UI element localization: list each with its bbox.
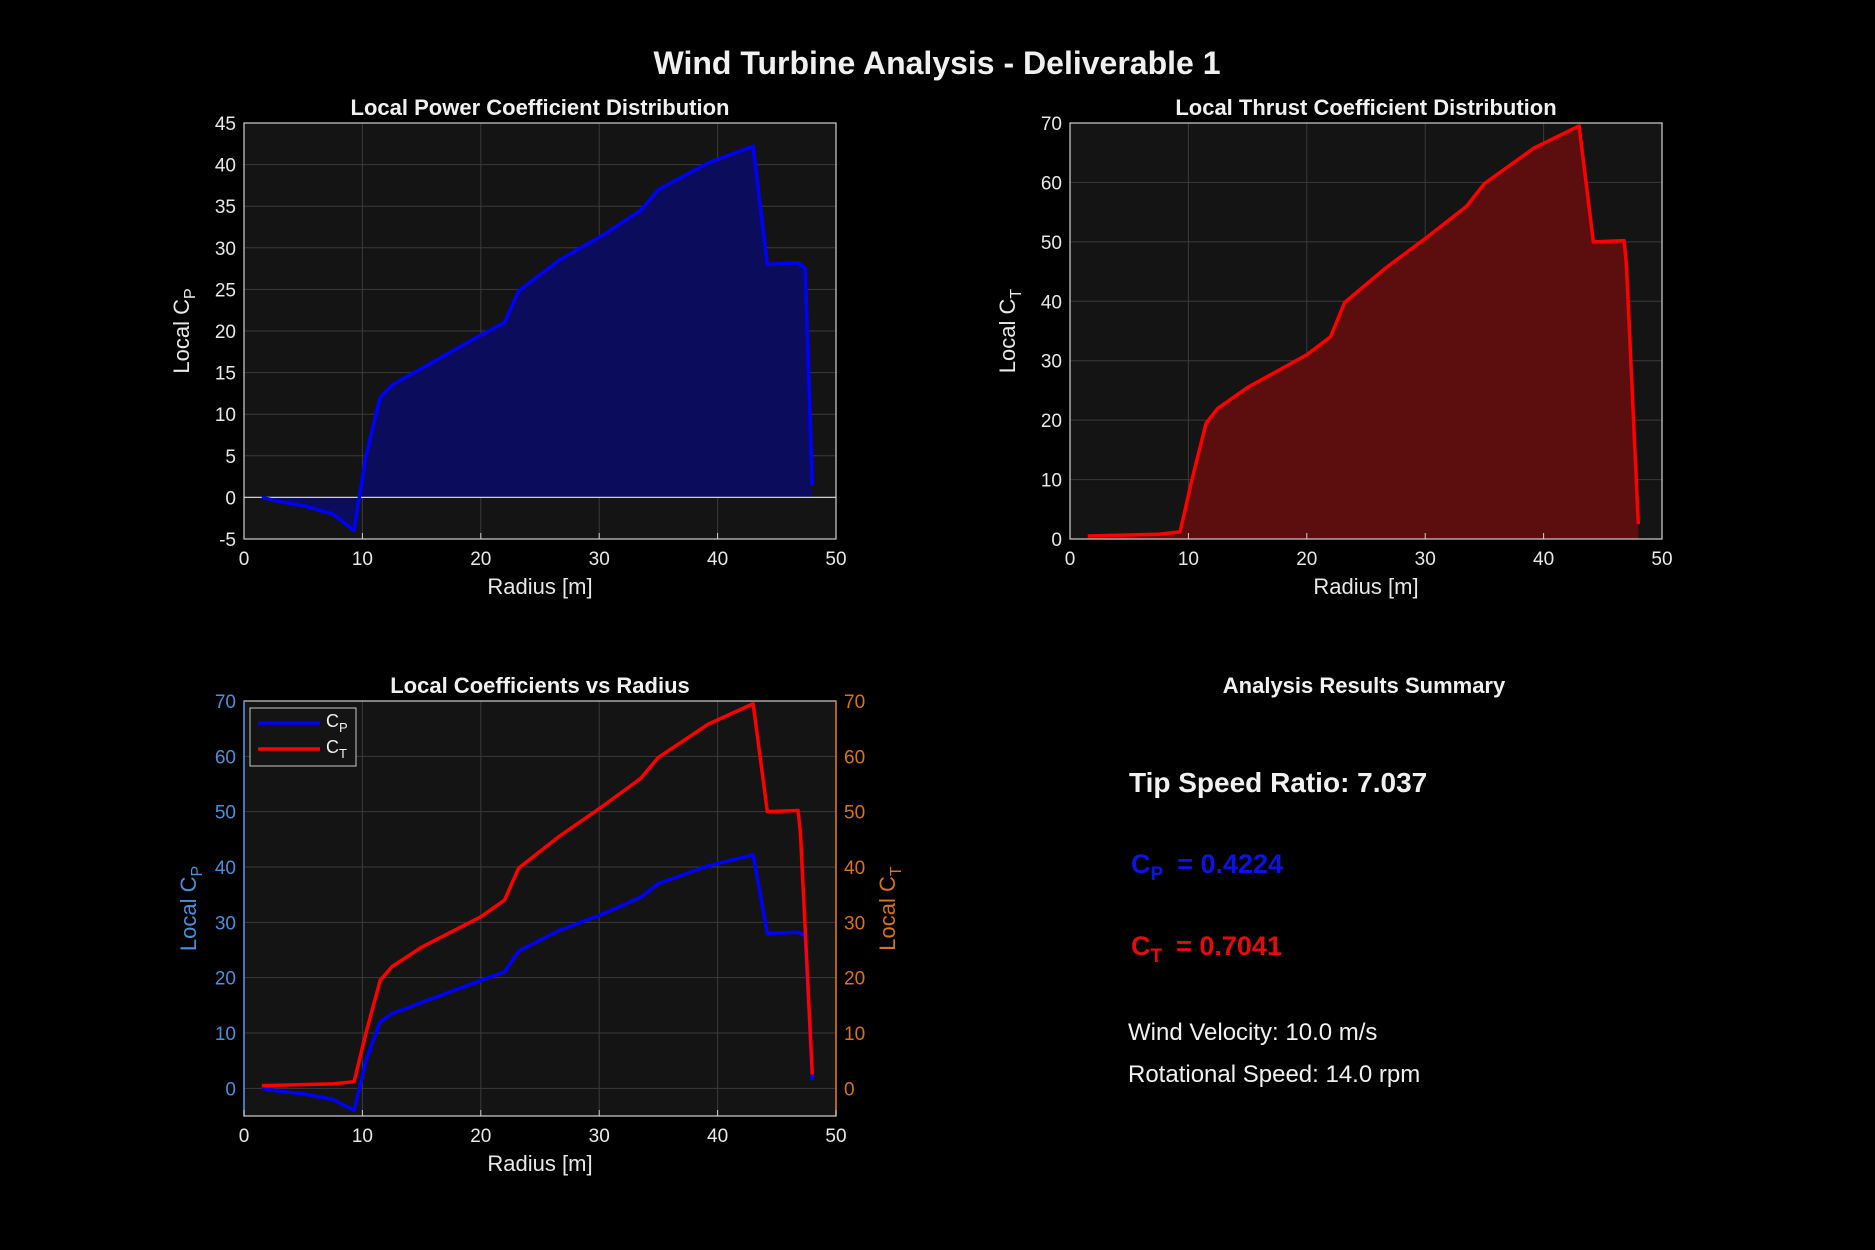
summary-title: Analysis Results Summary bbox=[1223, 673, 1506, 698]
cp-xtick-label: 50 bbox=[825, 549, 846, 570]
results-summary: Analysis Results Summary Tip Speed Ratio… bbox=[1128, 673, 1506, 1088]
ct-chart-title: Local Thrust Coefficient Distribution bbox=[1175, 95, 1556, 120]
cp-xtick-label: 30 bbox=[589, 549, 610, 570]
tip-speed-ratio: Tip Speed Ratio: 7.037 bbox=[1129, 767, 1427, 798]
cp-xtick-label: 10 bbox=[352, 549, 373, 570]
ct-y-axis-label: Local CT bbox=[995, 289, 1025, 374]
legend-entry-t: CT bbox=[326, 737, 347, 761]
dual-right-axis-label: Local CT bbox=[875, 866, 905, 951]
cp-ytick-label: 0 bbox=[225, 488, 236, 509]
dual-xtick-label: 50 bbox=[825, 1126, 846, 1147]
dual-xtick-label: 0 bbox=[239, 1126, 250, 1147]
dual-ytick-label: 70 bbox=[215, 692, 236, 713]
dual-ytick-label: 60 bbox=[215, 747, 236, 768]
dual-ytick-right-label: 40 bbox=[844, 858, 865, 879]
ct-area-fill bbox=[1087, 125, 1639, 539]
cp-xtick-label: 20 bbox=[470, 549, 491, 570]
dual-xtick-label: 30 bbox=[589, 1126, 610, 1147]
ct-ytick-label: 0 bbox=[1051, 530, 1062, 551]
cp-xtick-label: 0 bbox=[239, 549, 250, 570]
ct-result: CT = 0.7041 bbox=[1131, 931, 1282, 967]
cp-x-axis-label: Radius [m] bbox=[487, 574, 592, 599]
ct-ytick-label: 20 bbox=[1041, 411, 1062, 432]
dual-ytick-label: 10 bbox=[215, 1024, 236, 1045]
ct-xtick-label: 40 bbox=[1533, 549, 1554, 570]
dual-xtick-label: 40 bbox=[707, 1126, 728, 1147]
ct-axes-frame bbox=[1069, 122, 1663, 540]
legend-box bbox=[249, 707, 357, 767]
dual-ytick-right-label: 70 bbox=[844, 692, 865, 713]
dual-ytick-label: 20 bbox=[215, 969, 236, 990]
rotational-speed: Rotational Speed: 14.0 rpm bbox=[1128, 1061, 1420, 1088]
ct-ytick-label: 50 bbox=[1041, 233, 1062, 254]
cp-ytick-label: 5 bbox=[225, 447, 236, 468]
dual-ytick-label: 40 bbox=[215, 858, 236, 879]
coefficients-vs-radius-chart: 0 10 20 30 40 50 0 0 10 10 20 20 30 30 40 40 50 50 60 60 70 7… bbox=[176, 673, 905, 1176]
cp-ytick-label: 35 bbox=[215, 197, 236, 218]
ct-series-line bbox=[1087, 124, 1641, 538]
cp-y-axis-label: Local CP bbox=[169, 288, 199, 373]
dual-ytick-right-label: 10 bbox=[844, 1024, 865, 1045]
cp-ytick-label: 30 bbox=[215, 239, 236, 260]
cp-ytick-label: 15 bbox=[215, 364, 236, 385]
dual-series-p-line bbox=[261, 853, 815, 1113]
dual-ytick-right-label: 20 bbox=[844, 969, 865, 990]
ct-ytick-label: 40 bbox=[1041, 292, 1062, 313]
cp-area-fill bbox=[261, 146, 813, 531]
dual-xtick-label: 20 bbox=[470, 1126, 491, 1147]
ct-xtick-label: 0 bbox=[1065, 549, 1076, 570]
dual-ytick-label: 50 bbox=[215, 803, 236, 824]
dual-ytick-label: 30 bbox=[215, 913, 236, 934]
ct-distribution-chart: 0 10 20 30 40 50 0 10 20 30 40 50 60 70 Local Thrust C… bbox=[995, 95, 1673, 599]
cp-result: CP = 0.4224 bbox=[1131, 849, 1283, 885]
cp-ytick-label: 20 bbox=[215, 322, 236, 343]
ct-ytick-label: 60 bbox=[1041, 173, 1062, 194]
dual-ytick-right-label: 60 bbox=[844, 747, 865, 768]
dual-x-axis-label: Radius [m] bbox=[487, 1151, 592, 1176]
dual-left-axis-label: Local CP bbox=[176, 866, 206, 951]
dual-xtick-label: 10 bbox=[352, 1126, 373, 1147]
figure-title: Wind Turbine Analysis - Deliverable 1 bbox=[654, 45, 1221, 81]
cp-ytick-label: 40 bbox=[215, 156, 236, 177]
cp-chart-title: Local Power Coefficient Distribution bbox=[351, 95, 730, 120]
dual-plot-area bbox=[244, 701, 836, 1116]
cp-ytick-label: 10 bbox=[215, 405, 236, 426]
cp-xtick-label: 40 bbox=[707, 549, 728, 570]
ct-ytick-label: 30 bbox=[1041, 352, 1062, 373]
dual-ytick-right-label: 0 bbox=[844, 1079, 855, 1100]
wind-velocity: Wind Velocity: 10.0 m/s bbox=[1128, 1019, 1377, 1046]
cp-ytick-label: 45 bbox=[215, 114, 236, 135]
ct-xtick-label: 30 bbox=[1415, 549, 1436, 570]
legend-entry-p: CP bbox=[326, 711, 348, 735]
cp-ytick-label: -5 bbox=[219, 530, 236, 551]
cp-axes-frame bbox=[243, 122, 837, 540]
ct-xtick-label: 20 bbox=[1296, 549, 1317, 570]
ct-ytick-label: 70 bbox=[1041, 114, 1062, 135]
ct-xtick-label: 10 bbox=[1178, 549, 1199, 570]
dual-ytick-label: 0 bbox=[225, 1079, 236, 1100]
cp-series-line bbox=[261, 144, 815, 533]
cp-ytick-label: 25 bbox=[215, 280, 236, 301]
dual-series-t-line bbox=[261, 702, 815, 1088]
dual-ytick-right-label: 50 bbox=[844, 803, 865, 824]
dual-chart-title: Local Coefficients vs Radius bbox=[390, 673, 690, 698]
ct-x-axis-label: Radius [m] bbox=[1313, 574, 1418, 599]
ct-xtick-label: 50 bbox=[1651, 549, 1672, 570]
dual-ytick-right-label: 30 bbox=[844, 913, 865, 934]
ct-ytick-label: 10 bbox=[1041, 471, 1062, 492]
